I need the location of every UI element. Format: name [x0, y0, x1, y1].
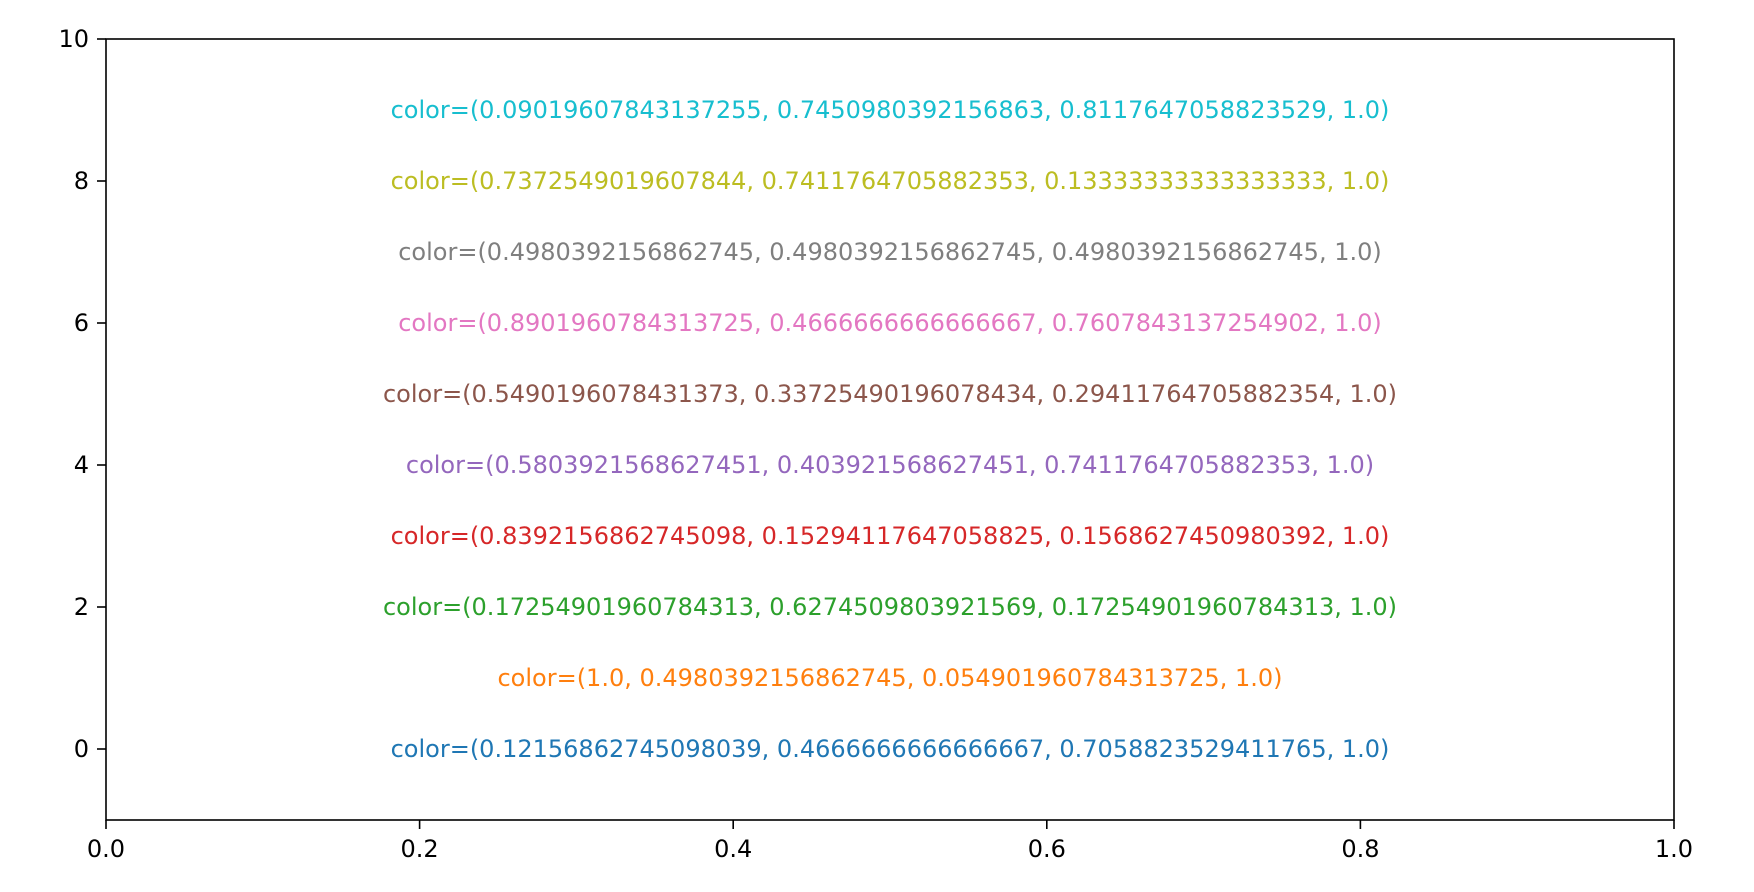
y-tick-label: 10 [58, 25, 89, 53]
annotation-label: color=(0.8392156862745098, 0.15294117647… [391, 522, 1390, 550]
y-tick-label: 6 [74, 309, 89, 337]
x-tick-label: 0.6 [1028, 835, 1066, 863]
y-tick-label: 8 [74, 167, 89, 195]
x-tick-label: 0.8 [1341, 835, 1379, 863]
x-tick-label: 0.4 [714, 835, 752, 863]
y-axis: 0 2 4 6 8 10 [58, 25, 106, 763]
annotation-label: color=(1.0, 0.4980392156862745, 0.054901… [497, 664, 1282, 692]
annotation-label: color=(0.4980392156862745, 0.49803921568… [398, 238, 1382, 266]
annotations-layer: color=(0.12156862745098039, 0.4666666666… [383, 96, 1397, 763]
x-tick-label: 1.0 [1655, 835, 1693, 863]
y-tick-label: 0 [74, 735, 89, 763]
y-tick-label: 2 [74, 593, 89, 621]
annotation-label: color=(0.7372549019607844, 0.74117647058… [391, 167, 1390, 195]
x-axis: 0.0 0.2 0.4 0.6 0.8 1.0 [87, 820, 1693, 863]
annotation-label: color=(0.8901960784313725, 0.46666666666… [398, 309, 1382, 337]
y-tick-label: 4 [74, 451, 89, 479]
annotation-label: color=(0.5490196078431373, 0.33725490196… [383, 380, 1397, 408]
annotation-label: color=(0.5803921568627451, 0.40392156862… [406, 451, 1374, 479]
x-tick-label: 0.0 [87, 835, 125, 863]
annotation-label: color=(0.09019607843137255, 0.7450980392… [391, 96, 1390, 124]
annotation-label: color=(0.12156862745098039, 0.4666666666… [391, 735, 1390, 763]
x-tick-label: 0.2 [401, 835, 439, 863]
plot-frame [105, 38, 1675, 821]
annotation-label: color=(0.17254901960784313, 0.6274509803… [383, 593, 1397, 621]
